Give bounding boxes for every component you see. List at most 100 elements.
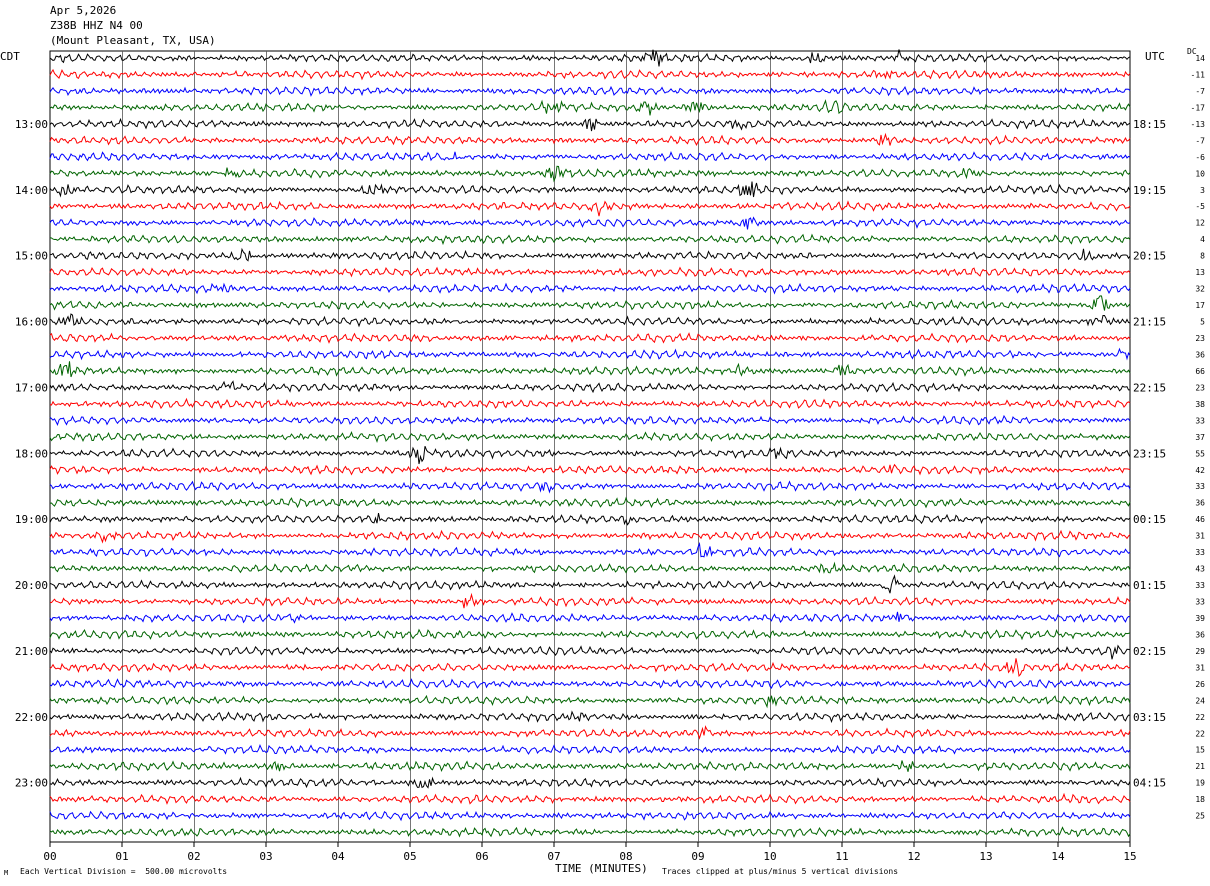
dc-offset-label: 8	[1200, 252, 1205, 261]
dc-offset-label: 14	[1195, 54, 1205, 63]
trace-row-2	[49, 85, 1131, 97]
dc-offset-label: 22	[1195, 713, 1205, 722]
trace-row-0	[49, 49, 1131, 67]
right-timezone-label: UTC	[1145, 50, 1165, 63]
right-hour-label: 21:15	[1133, 316, 1166, 329]
left-hour-label: 17:00	[15, 381, 48, 394]
plot-frame	[49, 50, 1131, 843]
dc-offset-label: -7	[1195, 87, 1205, 96]
x-tick-label: 01	[115, 850, 128, 863]
dc-offset-label: 33	[1195, 416, 1205, 425]
dc-offset-label: 23	[1195, 334, 1205, 343]
corner-mark: M	[4, 869, 9, 877]
trace-row-25	[49, 463, 1131, 476]
dc-offset-label: -11	[1191, 70, 1206, 79]
trace-row-11	[49, 233, 1131, 246]
trace-row-44	[49, 776, 1131, 789]
dc-offset-label: 29	[1195, 647, 1205, 656]
trace-row-18	[49, 347, 1131, 361]
x-tick-label: 09	[691, 850, 704, 863]
x-tick-label: 08	[619, 850, 632, 863]
dc-offset-label: 37	[1195, 433, 1205, 442]
right-hour-label: 01:15	[1133, 579, 1166, 592]
location-label: (Mount Pleasant, TX, USA)	[50, 34, 216, 47]
trace-row-3	[49, 99, 1131, 116]
dc-offset-label: 33	[1195, 581, 1205, 590]
trace-row-26	[49, 480, 1131, 494]
right-hour-label: 20:15	[1133, 250, 1166, 263]
dc-offset-label: -6	[1195, 153, 1205, 162]
trace-row-31	[49, 561, 1131, 574]
left-hour-label: 18:00	[15, 447, 48, 460]
dc-offset-label: 12	[1195, 219, 1205, 228]
x-tick-label: 06	[475, 850, 488, 863]
dc-offset-label: 46	[1195, 515, 1205, 524]
dc-offset-label: 3	[1200, 186, 1205, 195]
right-hour-label: 22:15	[1133, 381, 1166, 394]
trace-row-9	[49, 200, 1131, 217]
x-axis-title: TIME (MINUTES)	[555, 862, 648, 875]
dc-offset-label: 42	[1195, 466, 1205, 475]
trace-row-21	[49, 397, 1131, 410]
x-tick-label: 11	[835, 850, 848, 863]
right-hour-label: 04:15	[1133, 777, 1166, 790]
trace-row-39	[49, 694, 1131, 709]
dc-offset-label: 15	[1195, 746, 1205, 755]
trace-row-46	[49, 810, 1131, 822]
scale-note: Each Vertical Division = 500.00 microvol…	[20, 867, 228, 876]
trace-row-16	[49, 313, 1131, 328]
dc-offset-label: 39	[1195, 614, 1205, 623]
dc-offset-label: 32	[1195, 285, 1205, 294]
left-hour-label: 20:00	[15, 579, 48, 592]
dc-offset-label: 23	[1195, 383, 1205, 392]
trace-row-1	[49, 68, 1131, 81]
right-hour-label: 03:15	[1133, 711, 1166, 724]
dc-offset-label: -17	[1191, 103, 1206, 112]
trace-row-4	[49, 117, 1131, 132]
x-tick-label: 12	[907, 850, 920, 863]
trace-row-20	[49, 380, 1130, 394]
trace-row-13	[49, 266, 1131, 278]
dc-offset-label: 10	[1195, 169, 1205, 178]
left-hour-label: 22:00	[15, 711, 48, 724]
x-tick-label: 03	[259, 850, 272, 863]
trace-row-14	[49, 282, 1131, 295]
trace-row-37	[49, 658, 1131, 677]
trace-row-29	[49, 529, 1131, 544]
x-tick-label: 02	[187, 850, 200, 863]
dc-offset-label: 33	[1195, 548, 1205, 557]
left-hour-label: 13:00	[15, 118, 48, 131]
trace-row-27	[49, 496, 1131, 509]
trace-row-36	[49, 644, 1131, 660]
x-tick-label: 13	[979, 850, 992, 863]
dc-offset-label: 36	[1195, 499, 1205, 508]
dc-offset-label: 33	[1195, 482, 1205, 491]
trace-row-23	[49, 431, 1131, 443]
trace-row-19	[49, 361, 1131, 378]
dc-offset-label: 4	[1200, 235, 1205, 244]
trace-row-42	[49, 743, 1131, 755]
left-timezone-label: CDT	[0, 50, 20, 63]
trace-row-6	[49, 151, 1131, 162]
dc-offset-label: 36	[1195, 350, 1205, 359]
right-hour-label: 19:15	[1133, 184, 1166, 197]
trace-row-30	[49, 541, 1131, 558]
dc-offset-label: 5	[1200, 318, 1205, 327]
dc-offset-label: 36	[1195, 630, 1205, 639]
trace-row-15	[49, 295, 1131, 311]
dc-offset-label: 38	[1195, 400, 1205, 409]
dc-label: DC	[1187, 47, 1197, 56]
dc-offset-label: 21	[1195, 762, 1205, 771]
dc-offset-label: 26	[1195, 680, 1205, 689]
dc-offset-label: 25	[1195, 812, 1205, 821]
right-hour-label: 23:15	[1133, 447, 1166, 460]
left-hour-label: 15:00	[15, 250, 48, 263]
clip-note: Traces clipped at plus/minus 5 vertical …	[662, 867, 899, 876]
dc-offset-label: 17	[1195, 301, 1205, 310]
trace-row-43	[49, 760, 1131, 773]
x-tick-label: 07	[547, 850, 560, 863]
x-tick-label: 00	[43, 850, 56, 863]
x-tick-label: 05	[403, 850, 416, 863]
left-hour-label: 21:00	[15, 645, 48, 658]
right-hour-label: 00:15	[1133, 513, 1166, 526]
